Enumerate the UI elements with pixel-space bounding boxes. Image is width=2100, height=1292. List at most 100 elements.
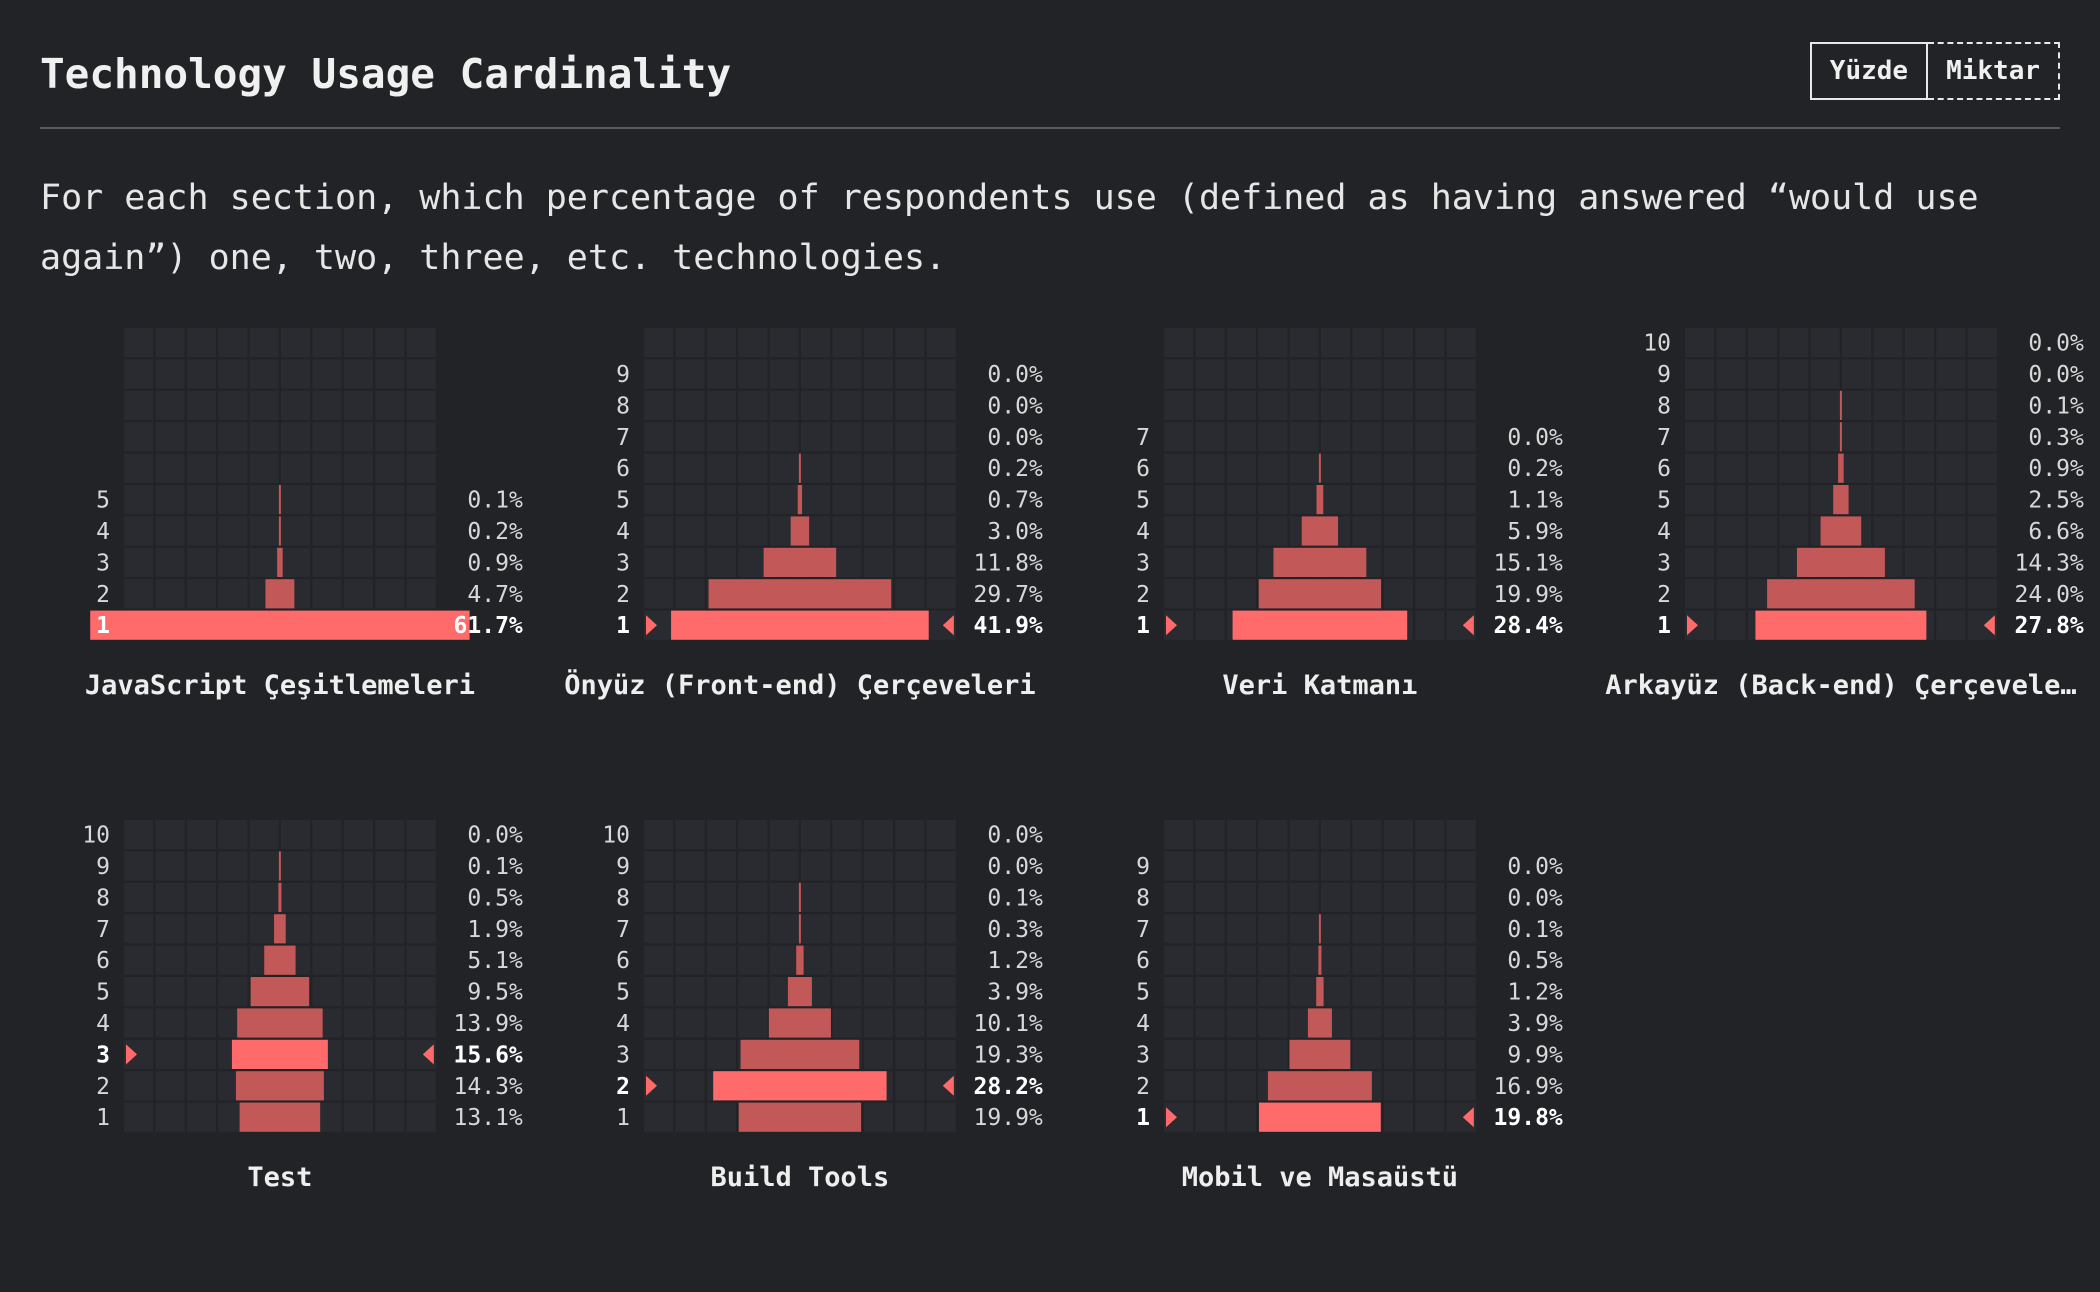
grid-cell [1226, 820, 1256, 850]
chart-block: 1 27.8% 2 24.0% 3 14.3% 4 6.6% 5 2.5% 6 0.9% 7 0.3% 8 0… [1605, 328, 2084, 701]
grid-cell [218, 328, 248, 358]
grid-cell [343, 1071, 373, 1101]
grid-cell [675, 422, 705, 452]
grid-cell [863, 516, 893, 546]
count-toggle-button[interactable]: Miktar [1928, 42, 2060, 100]
grid-cell [675, 1102, 705, 1132]
grid-cell [375, 422, 405, 452]
data-label: 0.7% [987, 488, 1043, 514]
grid-cell [1685, 516, 1715, 546]
chart-block: 1 28.4% 2 19.9% 3 15.1% 4 5.9% 5 1.1% 6 0.2% 7 0.0% Ve… [1136, 328, 1563, 701]
grid-cell [343, 851, 373, 881]
grid-cell [1226, 1102, 1256, 1132]
grid-cell [375, 359, 405, 389]
grid-cell [1779, 359, 1809, 389]
grid-cell [1383, 547, 1413, 577]
tick-label: 5 [1136, 488, 1150, 514]
bar [235, 1071, 324, 1101]
grid-cell [249, 820, 279, 850]
tick-label: 8 [1657, 393, 1671, 419]
grid-cell [218, 485, 248, 515]
grid-cell [1164, 422, 1194, 452]
grid-cell [1747, 485, 1777, 515]
grid-cell [1873, 485, 1903, 515]
data-label: 24.0% [2015, 582, 2084, 608]
bar [768, 1008, 831, 1038]
highlight-marker-left [646, 615, 657, 636]
tick-label: 3 [616, 550, 630, 576]
bar [1316, 977, 1324, 1007]
tick-label: 2 [1136, 582, 1150, 608]
grid-cell [863, 977, 893, 1007]
highlight-marker-right [422, 1044, 434, 1065]
grid-cell [1415, 1008, 1445, 1038]
grid-cell [801, 851, 831, 881]
data-label: 19.9% [1494, 582, 1563, 608]
grid-cell [1873, 422, 1903, 452]
grid-cell [343, 945, 373, 975]
grid-cell [1258, 945, 1288, 975]
grid-cell [281, 851, 311, 881]
grid-cell [644, 422, 674, 452]
grid-cell [249, 547, 279, 577]
data-label: 15.6% [454, 1042, 523, 1068]
grid-cell [644, 547, 674, 577]
grid-cell [281, 328, 311, 358]
grid-cell [343, 914, 373, 944]
grid-cell [155, 851, 185, 881]
grid-cell [218, 359, 248, 389]
grid-cell [1716, 579, 1746, 609]
grid-cell [1904, 485, 1934, 515]
bar [1258, 579, 1382, 609]
grid-cell [343, 547, 373, 577]
bar [1820, 516, 1862, 546]
bar [1289, 1039, 1351, 1069]
grid-cell [895, 977, 925, 1007]
grid-cell [1289, 359, 1319, 389]
tick-label: 7 [96, 917, 110, 943]
grid-cell [1289, 851, 1319, 881]
data-label: 0.2% [1507, 456, 1563, 482]
grid-cell [675, 453, 705, 483]
grid-cell [1352, 820, 1382, 850]
grid-cell [895, 1039, 925, 1069]
grid-cell [1352, 882, 1382, 912]
grid-cell [863, 1102, 893, 1132]
grid-cell [895, 914, 925, 944]
grid-cell [1446, 945, 1476, 975]
grid-cell [1967, 453, 1997, 483]
grid-cell [926, 485, 956, 515]
tick-label: 3 [1657, 550, 1671, 576]
bar [1833, 485, 1849, 515]
data-label: 3.9% [987, 980, 1043, 1006]
tick-label: 3 [616, 1042, 630, 1068]
grid-cell [832, 485, 862, 515]
grid-cell [1226, 945, 1256, 975]
data-label: 0.5% [1507, 948, 1563, 974]
tick-label: 10 [1643, 331, 1671, 357]
bar [265, 579, 295, 609]
percent-toggle-button[interactable]: Yüzde [1809, 42, 1929, 100]
grid-cell [1383, 359, 1413, 389]
data-label: 14.3% [454, 1074, 523, 1100]
units-toggle[interactable]: Yüzde Miktar [1809, 42, 2060, 100]
grid-cell [1904, 516, 1934, 546]
data-label: 0.2% [987, 456, 1043, 482]
grid-cell [1716, 359, 1746, 389]
data-label: 14.3% [2015, 550, 2084, 576]
tick-label: 3 [1136, 550, 1150, 576]
grid-cell [1415, 914, 1445, 944]
grid-cell [312, 422, 342, 452]
tick-label: 7 [1657, 425, 1671, 451]
tick-label: 8 [616, 393, 630, 419]
grid-cell [738, 328, 768, 358]
grid-cell [1446, 516, 1476, 546]
grid-cell [675, 851, 705, 881]
grid-cell [769, 851, 799, 881]
data-label: 16.9% [1494, 1074, 1563, 1100]
grid-cell [738, 914, 768, 944]
grid-cell [1195, 914, 1225, 944]
grid-cell [1289, 977, 1319, 1007]
grid-cell [1321, 422, 1351, 452]
grid-cell [1321, 390, 1351, 420]
